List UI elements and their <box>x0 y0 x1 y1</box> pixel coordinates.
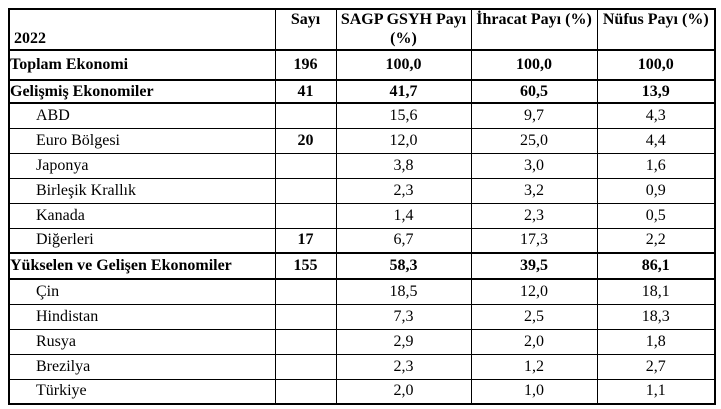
row-label-cell: Toplam Ekonomi <box>8 49 276 81</box>
table-row-brezilya: Brezilya 2,3 1,2 2,7 <box>8 353 716 380</box>
table-row-turkiye: Türkiye 2,0 1,0 1,1 <box>8 378 716 405</box>
nufus-cell: 4,3 <box>596 102 716 129</box>
ihracat-cell: 17,3 <box>470 227 598 254</box>
ihracat-cell: 2,5 <box>470 303 598 330</box>
sayi-cell <box>274 328 337 355</box>
nufus-cell: 1,8 <box>596 328 716 355</box>
nufus-cell: 100,0 <box>596 49 716 81</box>
sagp-cell: 6,7 <box>335 227 472 254</box>
sayi-cell <box>274 303 337 330</box>
nufus-cell: 0,5 <box>596 202 716 229</box>
nufus-cell: 18,1 <box>596 278 716 305</box>
row-label-cell: Gelişmiş Ekonomiler <box>8 79 276 104</box>
nufus-cell: 1,6 <box>596 152 716 179</box>
column-header-ihracat-payi: İhracat Payı (%) <box>470 8 598 51</box>
sagp-cell: 12,0 <box>335 127 472 154</box>
row-label-cell: Euro Bölgesi <box>8 127 276 154</box>
ihracat-cell: 25,0 <box>470 127 598 154</box>
sayi-cell <box>274 177 337 204</box>
table-row-rusya: Rusya 2,9 2,0 1,8 <box>8 328 716 355</box>
sayi-cell <box>274 278 337 305</box>
sagp-cell: 58,3 <box>335 252 472 280</box>
row-label-cell: Rusya <box>8 328 276 355</box>
ihracat-cell: 1,0 <box>470 378 598 405</box>
sagp-cell: 18,5 <box>335 278 472 305</box>
column-header-sayi: Sayı <box>274 8 337 51</box>
table-row-digerleri: Diğerleri 17 6,7 17,3 2,2 <box>8 227 716 254</box>
row-label-cell: Çin <box>8 278 276 305</box>
row-label-cell: ABD <box>8 102 276 129</box>
sayi-cell: 196 <box>274 49 337 81</box>
nufus-cell: 13,9 <box>596 79 716 104</box>
sagp-cell: 2,0 <box>335 378 472 405</box>
table-row-cin: Çin 18,5 12,0 18,1 <box>8 278 716 305</box>
economy-shares-table: 2022 Sayı SAGP GSYH Payı (%) İhracat Pay… <box>8 8 716 405</box>
sayi-cell: 155 <box>274 252 337 280</box>
row-label-cell: Brezilya <box>8 353 276 380</box>
ihracat-cell: 9,7 <box>470 102 598 129</box>
sagp-cell: 2,3 <box>335 353 472 380</box>
sayi-cell <box>274 102 337 129</box>
ihracat-cell: 2,0 <box>470 328 598 355</box>
row-label-cell: Yükselen ve Gelişen Ekonomiler <box>8 252 276 280</box>
sayi-cell: 41 <box>274 79 337 104</box>
column-header-sagp-gsyh-payi: SAGP GSYH Payı (%) <box>335 8 472 51</box>
ihracat-cell: 3,2 <box>470 177 598 204</box>
sagp-cell: 3,8 <box>335 152 472 179</box>
sagp-cell: 2,3 <box>335 177 472 204</box>
sagp-cell: 2,9 <box>335 328 472 355</box>
table-row-euro-bolgesi: Euro Bölgesi 20 12,0 25,0 4,4 <box>8 127 716 154</box>
ihracat-cell: 2,3 <box>470 202 598 229</box>
sayi-cell <box>274 202 337 229</box>
sagp-cell: 7,3 <box>335 303 472 330</box>
row-label-cell: Diğerleri <box>8 227 276 254</box>
nufus-cell: 1,1 <box>596 378 716 405</box>
table-row-abd: ABD 15,6 9,7 4,3 <box>8 102 716 129</box>
sayi-cell: 20 <box>274 127 337 154</box>
ihracat-cell: 100,0 <box>470 49 598 81</box>
row-label-cell: Türkiye <box>8 378 276 405</box>
nufus-cell: 0,9 <box>596 177 716 204</box>
ihracat-cell: 3,0 <box>470 152 598 179</box>
row-label-cell: Birleşik Krallık <box>8 177 276 204</box>
table-row-birlesik-krallik: Birleşik Krallık 2,3 3,2 0,9 <box>8 177 716 204</box>
nufus-cell: 18,3 <box>596 303 716 330</box>
table-row-gelismis-ekonomiler: Gelişmiş Ekonomiler 41 41,7 60,5 13,9 <box>8 79 716 104</box>
sagp-cell: 100,0 <box>335 49 472 81</box>
ihracat-cell: 39,5 <box>470 252 598 280</box>
table-row-toplam-ekonomi: Toplam Ekonomi 196 100,0 100,0 100,0 <box>8 49 716 81</box>
row-label-cell: Japonya <box>8 152 276 179</box>
sayi-cell: 17 <box>274 227 337 254</box>
table-row-kanada: Kanada 1,4 2,3 0,5 <box>8 202 716 229</box>
ihracat-cell: 1,2 <box>470 353 598 380</box>
row-label-cell: Hindistan <box>8 303 276 330</box>
column-header-nufus-payi: Nüfus Payı (%) <box>596 8 716 51</box>
row-label-cell: Kanada <box>8 202 276 229</box>
nufus-cell: 2,2 <box>596 227 716 254</box>
year-header-cell: 2022 <box>8 8 276 51</box>
nufus-cell: 4,4 <box>596 127 716 154</box>
sayi-cell <box>274 378 337 405</box>
sagp-cell: 1,4 <box>335 202 472 229</box>
sayi-cell <box>274 152 337 179</box>
table-row-yukselen-ve-gelisen-ekonomiler: Yükselen ve Gelişen Ekonomiler 155 58,3 … <box>8 252 716 280</box>
table-row-hindistan: Hindistan 7,3 2,5 18,3 <box>8 303 716 330</box>
sayi-cell <box>274 353 337 380</box>
nufus-cell: 2,7 <box>596 353 716 380</box>
nufus-cell: 86,1 <box>596 252 716 280</box>
header-row: 2022 Sayı SAGP GSYH Payı (%) İhracat Pay… <box>8 8 716 51</box>
ihracat-cell: 60,5 <box>470 79 598 104</box>
ihracat-cell: 12,0 <box>470 278 598 305</box>
sagp-cell: 41,7 <box>335 79 472 104</box>
sagp-cell: 15,6 <box>335 102 472 129</box>
table-row-japonya: Japonya 3,8 3,0 1,6 <box>8 152 716 179</box>
